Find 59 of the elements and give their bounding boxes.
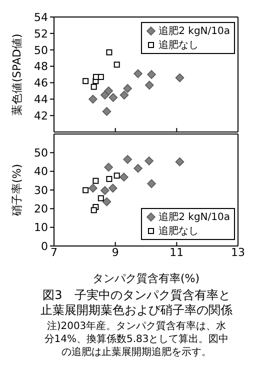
x-tick-label: 9 bbox=[112, 246, 119, 259]
y-tick-label: 52 bbox=[34, 27, 48, 40]
y-tick-label: 50 bbox=[34, 146, 48, 160]
point bbox=[108, 93, 118, 102]
legend-label: 追肥2 kgN/10a bbox=[158, 25, 230, 38]
point bbox=[134, 164, 142, 173]
y-axis-title: 硝子率(%) bbox=[10, 164, 24, 218]
legend-label: 追肥なし bbox=[158, 39, 199, 52]
point bbox=[144, 156, 154, 166]
legend-label: 追肥2 kgN/10a bbox=[158, 211, 230, 224]
y-tick-label: 46 bbox=[34, 76, 48, 90]
legend-label: 追肥なし bbox=[158, 225, 199, 238]
point bbox=[106, 176, 112, 182]
text: 図3 子実中のタンパク質含有率と止葉展開期葉色および硝子率の関係 bbox=[40, 287, 234, 318]
point bbox=[82, 78, 89, 84]
x-tick-label: 11 bbox=[170, 246, 184, 259]
y-tick-label: 10 bbox=[34, 221, 48, 234]
y-tick-label: 54 bbox=[34, 10, 48, 24]
x-tick-label: 13 bbox=[231, 246, 245, 259]
point bbox=[108, 184, 118, 193]
point bbox=[123, 84, 132, 93]
y-tick-label: 40 bbox=[34, 165, 48, 178]
point bbox=[104, 162, 113, 172]
point bbox=[114, 62, 120, 68]
point bbox=[100, 186, 110, 195]
x-tick-label: 7 bbox=[50, 246, 58, 259]
y-tick-label: 20 bbox=[34, 202, 48, 216]
point bbox=[123, 154, 132, 164]
point bbox=[144, 80, 154, 90]
point bbox=[88, 94, 98, 104]
y-tick-label: 44 bbox=[34, 93, 48, 106]
text: 注)2003年産。タンパク質含有率は、水分14%、換算係数5.83として算出。図中の追肥は止葉展開期追肥を示す。 bbox=[43, 320, 230, 359]
point bbox=[104, 86, 113, 96]
y-tick-label: 42 bbox=[34, 109, 48, 122]
point bbox=[175, 73, 184, 82]
point bbox=[102, 197, 112, 206]
y-tick-label: 0 bbox=[41, 240, 48, 253]
point bbox=[106, 49, 112, 56]
point bbox=[98, 74, 104, 80]
point bbox=[92, 178, 99, 184]
point bbox=[90, 84, 97, 90]
point bbox=[147, 70, 156, 79]
point bbox=[134, 69, 142, 78]
y-tick-label: 30 bbox=[34, 184, 48, 197]
point bbox=[120, 90, 129, 100]
x-axis-title: タンパク質含有率(%) bbox=[92, 272, 200, 285]
point bbox=[175, 157, 184, 166]
point bbox=[98, 195, 104, 202]
point bbox=[120, 172, 128, 182]
y-axis-title: 葉色値(SPAD値) bbox=[10, 34, 24, 116]
point bbox=[90, 207, 97, 214]
y-tick-label: 48 bbox=[34, 60, 48, 74]
point bbox=[114, 172, 120, 179]
point bbox=[88, 184, 98, 193]
point bbox=[100, 90, 110, 100]
y-tick-label: 50 bbox=[34, 44, 48, 57]
point bbox=[147, 179, 156, 188]
point bbox=[102, 107, 112, 116]
point bbox=[82, 187, 89, 194]
